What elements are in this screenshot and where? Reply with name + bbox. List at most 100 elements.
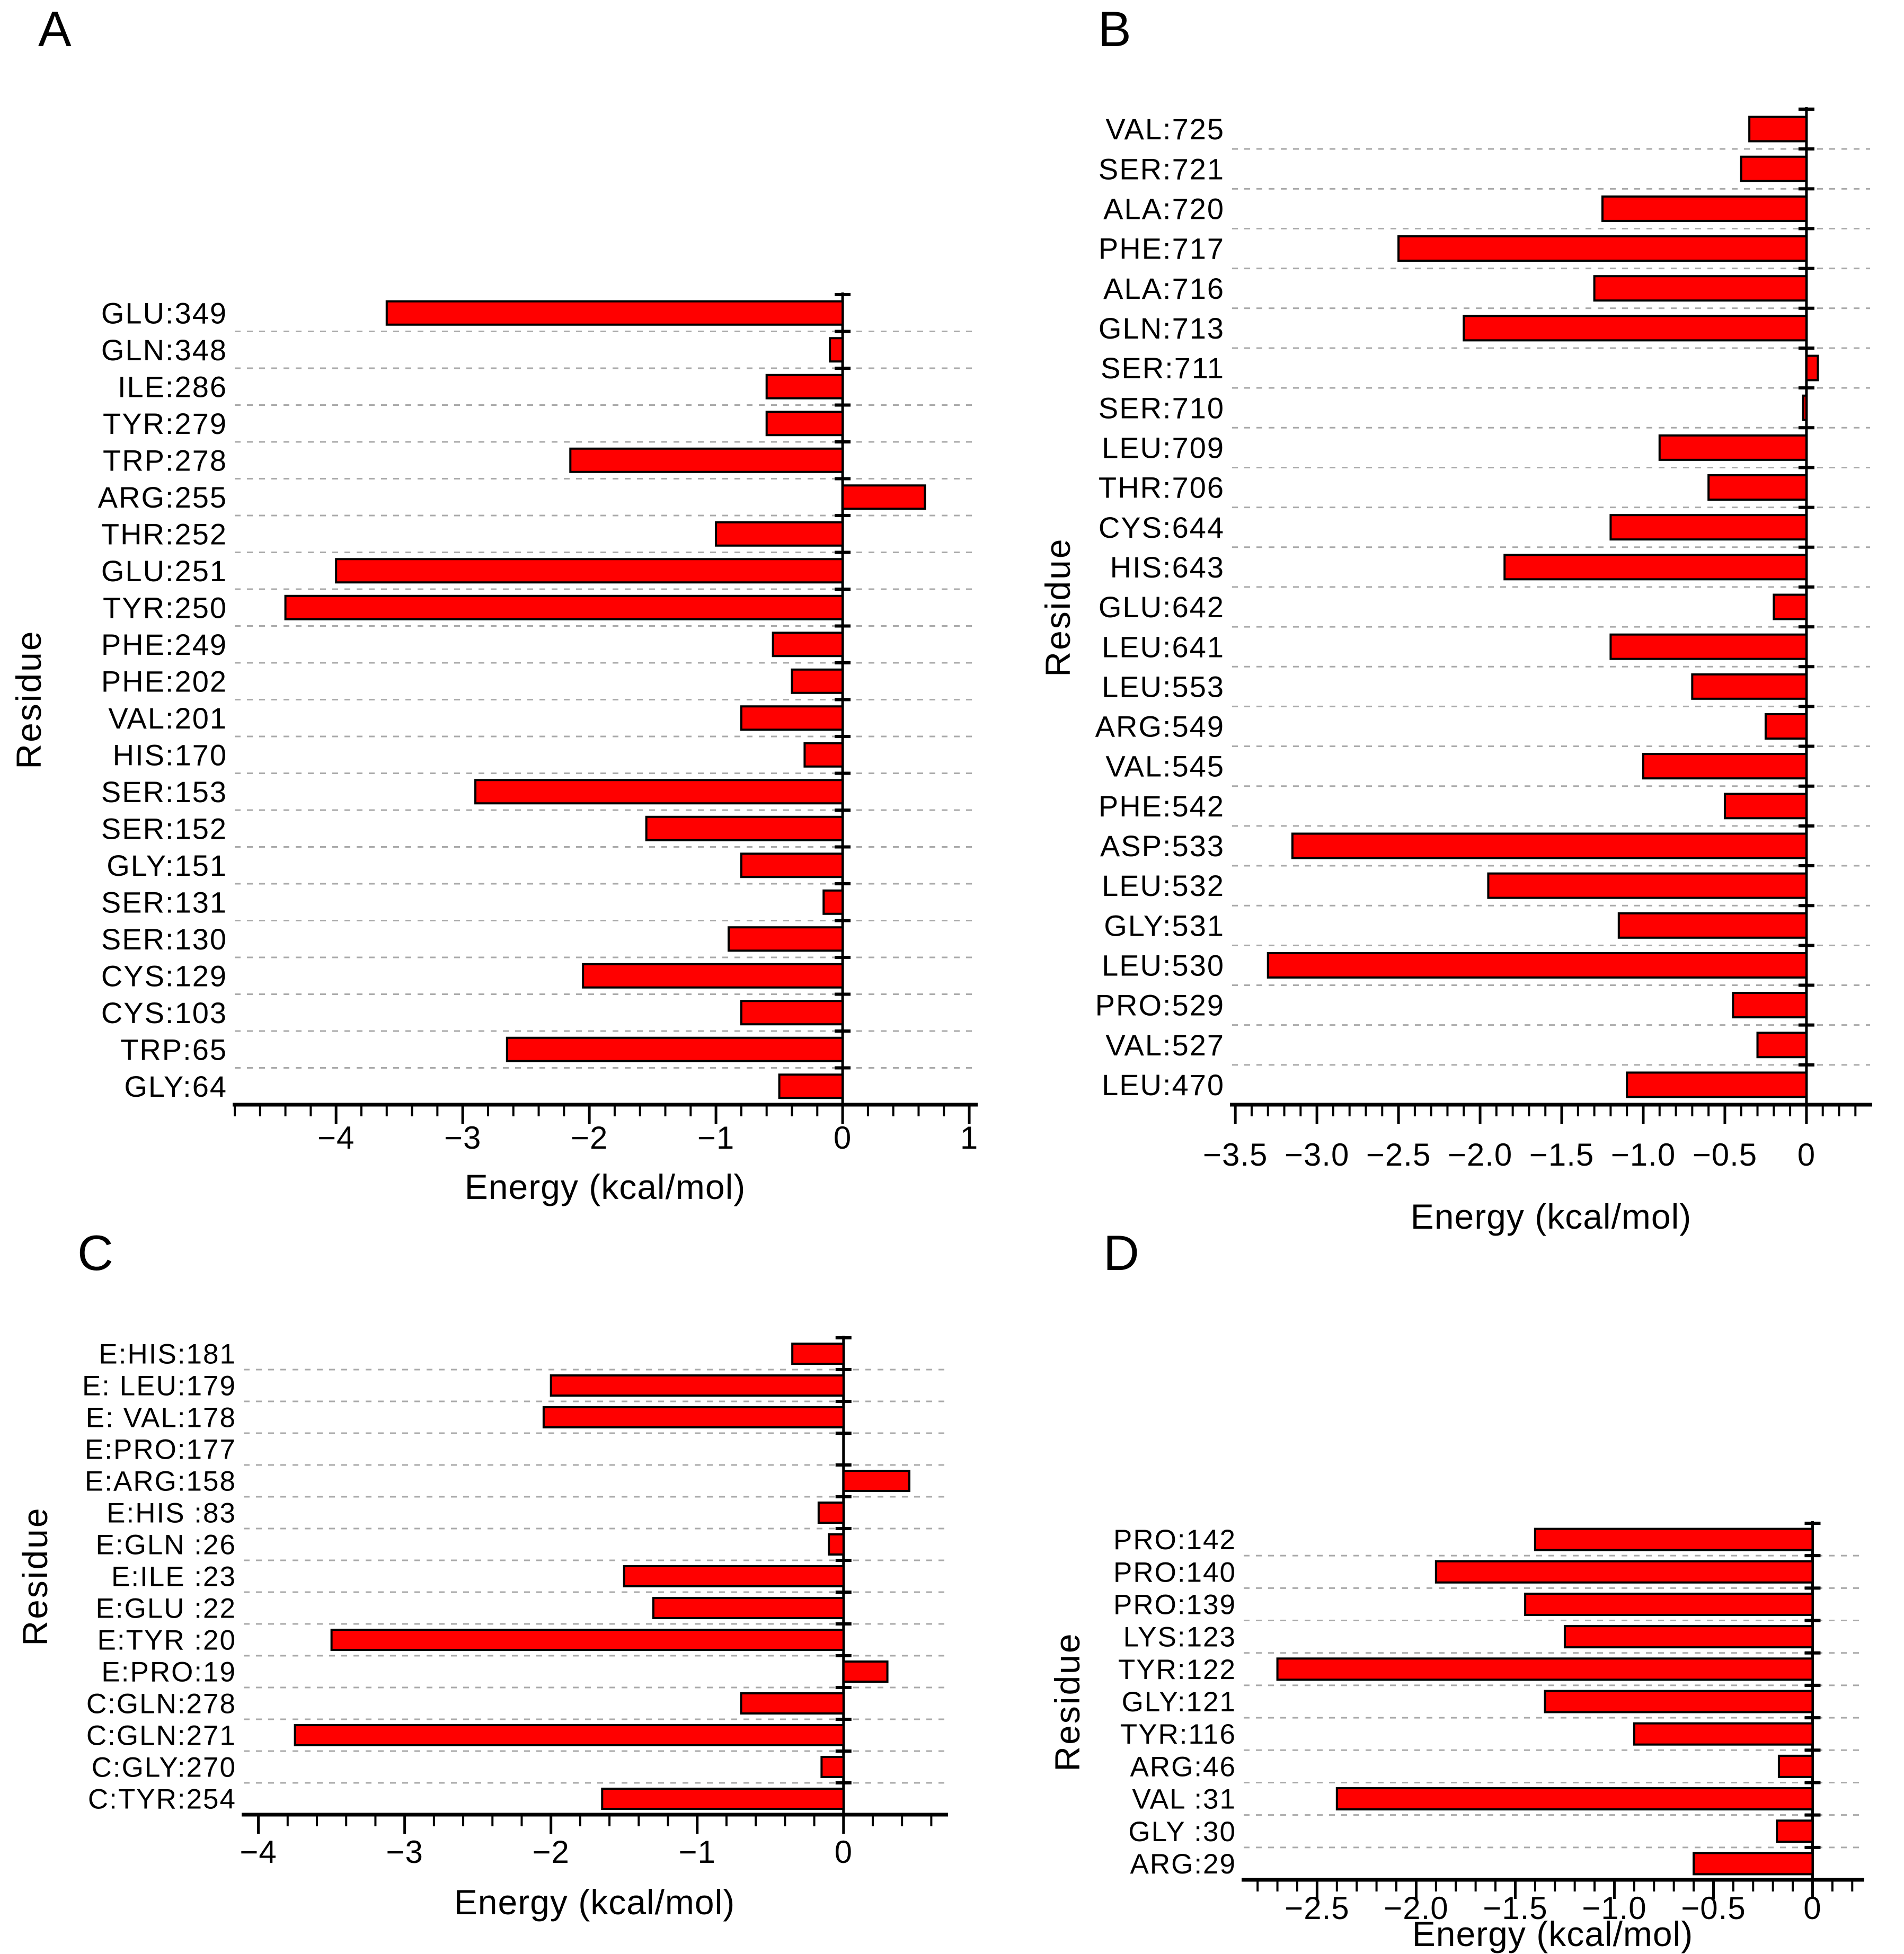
panel-c-letter: C (77, 1225, 114, 1281)
bar (335, 558, 844, 584)
row-label: SER:131 (101, 885, 227, 919)
bar (1805, 354, 1819, 381)
bar (542, 1406, 845, 1428)
row-label: GLU:251 (101, 554, 227, 588)
bar (1617, 912, 1808, 939)
row-label: LEU:530 (1102, 949, 1225, 982)
bar (842, 1660, 889, 1683)
bar (1601, 195, 1808, 222)
row-label: THR:706 (1099, 471, 1225, 504)
row-label: PRO:140 (1113, 1557, 1236, 1588)
panel-b-y-axis-title: Residue (1038, 537, 1077, 677)
row-label: TRP:65 (120, 1033, 227, 1066)
x-tick-label: −4 (240, 1834, 277, 1870)
panel-d-letter: D (1103, 1225, 1140, 1281)
bar (740, 1000, 844, 1026)
bar (1658, 434, 1808, 461)
bar (1487, 872, 1808, 899)
row-label: C:GLN:271 (86, 1720, 236, 1752)
x-tick-label: −1.5 (1483, 1890, 1547, 1926)
bar (330, 1629, 845, 1651)
row-label: E:TYR :20 (98, 1625, 236, 1656)
panel-a-y-axis-title: Residue (9, 629, 48, 769)
bar (1563, 1625, 1814, 1649)
row-label: GLY:64 (124, 1070, 227, 1103)
row-label: SER:130 (101, 922, 227, 956)
bar (1756, 1032, 1808, 1059)
bar (765, 411, 844, 437)
x-tick-label: −3 (444, 1120, 481, 1156)
bar (652, 1597, 845, 1619)
row-label: CYS:644 (1099, 511, 1225, 544)
x-tick-label: 0 (1803, 1890, 1821, 1926)
row-label: LEU:709 (1102, 431, 1225, 464)
x-tick-label: −2.0 (1384, 1890, 1448, 1926)
row-label: SER:153 (101, 775, 227, 809)
bar (740, 852, 844, 878)
x-tick-label: −1 (697, 1120, 734, 1156)
bar (1609, 633, 1808, 660)
row-label: GLY:531 (1104, 909, 1225, 942)
row-label: PHE:542 (1099, 789, 1225, 823)
row-label: ALA:716 (1103, 272, 1225, 305)
bar (1691, 673, 1808, 700)
row-label: ALA:720 (1103, 192, 1225, 226)
bar (822, 889, 844, 915)
bar (715, 521, 844, 547)
row-label: TYR:279 (103, 407, 227, 440)
bar (284, 594, 844, 620)
row-label: THR:252 (101, 517, 227, 550)
row-label: ARG:29 (1130, 1849, 1236, 1880)
bar (1434, 1560, 1814, 1584)
bar (1463, 315, 1808, 342)
bar (506, 1036, 844, 1062)
panel-b-letter: B (1098, 1, 1132, 57)
row-label: E:ILE :23 (111, 1561, 236, 1593)
x-tick-label: −3.5 (1203, 1137, 1268, 1173)
row-label: CYS:103 (101, 996, 227, 1029)
bar (772, 632, 844, 658)
x-tick-label: −1.0 (1582, 1890, 1646, 1926)
bar (601, 1788, 845, 1810)
row-label: GLN:348 (101, 333, 227, 367)
bar (1748, 116, 1808, 143)
bar (1776, 1819, 1814, 1843)
x-tick-label: 1 (960, 1120, 978, 1156)
row-label: ARG:549 (1095, 710, 1225, 743)
x-tick-label: 0 (834, 1120, 852, 1156)
row-label: ARG:255 (98, 481, 227, 514)
bar (1524, 1592, 1814, 1616)
bar (1544, 1690, 1814, 1713)
row-label: SER:152 (101, 812, 227, 845)
panel-c-x-axis-title: Energy (kcal/mol) (454, 1882, 736, 1922)
x-tick-label: −0.5 (1693, 1137, 1757, 1173)
panel-c-y-axis-title: Residue (15, 1506, 55, 1646)
x-tick-label: −4 (317, 1120, 355, 1156)
bar (645, 815, 844, 841)
row-label: HIS:643 (1110, 550, 1225, 584)
row-label: E:PRO:177 (85, 1434, 236, 1466)
x-tick-label: −1.5 (1529, 1137, 1594, 1173)
bar (1764, 713, 1808, 740)
x-tick-label: −2 (571, 1120, 608, 1156)
row-label: TRP:278 (103, 443, 227, 477)
bar (842, 484, 926, 510)
bar (1693, 1852, 1814, 1876)
row-label: TYR:116 (1120, 1719, 1236, 1750)
row-label: E:ARG:158 (85, 1466, 236, 1497)
row-label: PRO:142 (1113, 1524, 1236, 1556)
row-label: GLY :30 (1128, 1816, 1236, 1848)
row-label: E:PRO:19 (101, 1657, 236, 1688)
row-label: GLY:121 (1122, 1686, 1236, 1718)
bar (842, 1470, 910, 1492)
bar (1609, 514, 1808, 541)
panel-d-y-axis-title: Residue (1048, 1632, 1087, 1772)
bar (791, 1343, 845, 1365)
x-tick-label: −3.0 (1285, 1137, 1349, 1173)
bar (1276, 1657, 1814, 1681)
bar (791, 668, 844, 694)
bar (1397, 235, 1808, 262)
x-tick-label: 0 (835, 1834, 853, 1870)
row-label: C:TYR:254 (88, 1784, 236, 1815)
